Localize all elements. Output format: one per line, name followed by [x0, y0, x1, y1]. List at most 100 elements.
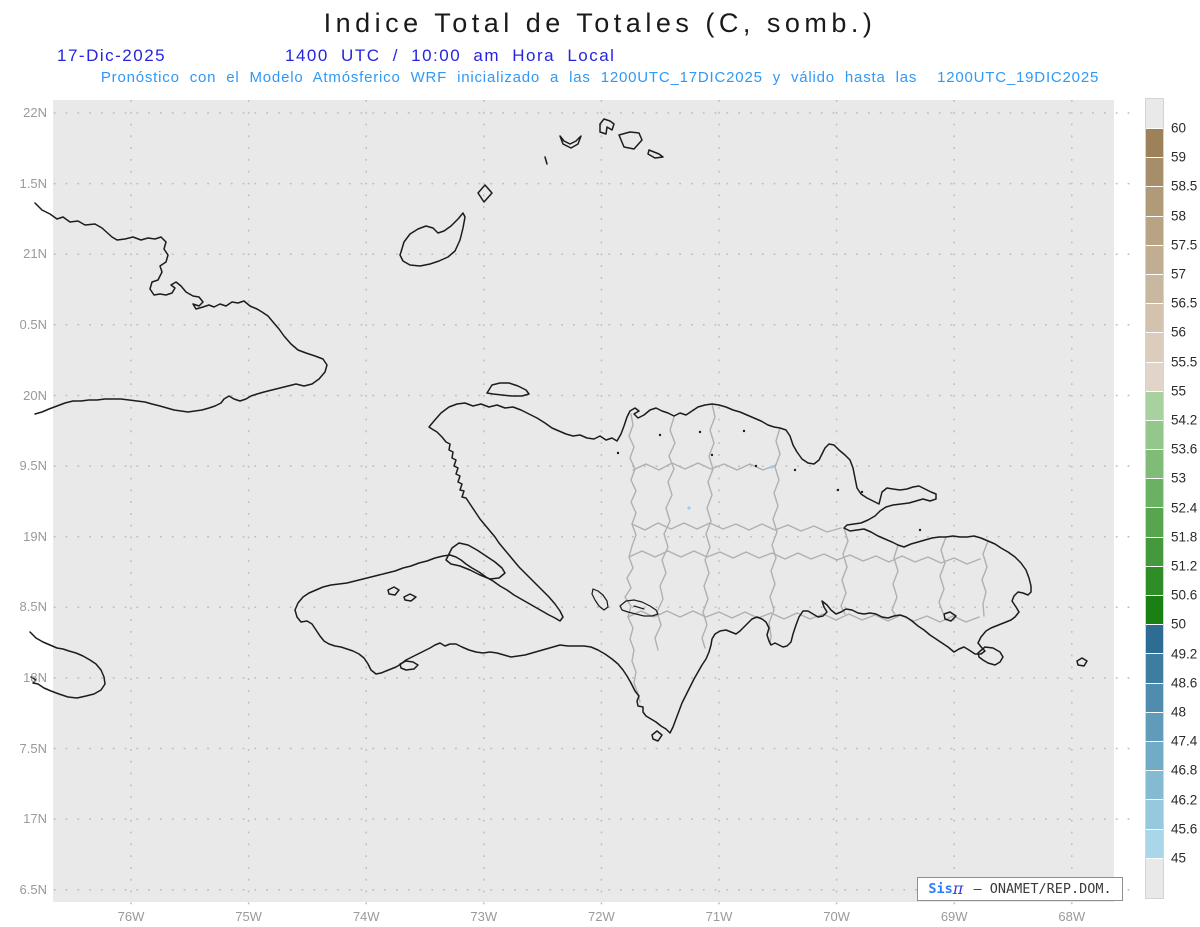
colorbar-tick-label: 51.8 [1171, 529, 1198, 545]
lon-label: 72W [588, 909, 615, 924]
lat-label: 1.5N [19, 175, 47, 191]
colorbar-segment [1146, 536, 1163, 566]
colorbar-segment [1146, 128, 1163, 158]
lake-saumatre [591, 588, 609, 611]
island-little-inagua [477, 184, 493, 203]
island-cayemites-2 [403, 593, 417, 602]
colorbar-segment [1146, 624, 1163, 654]
colorbar-tick-label: 53.6 [1171, 441, 1198, 457]
colorbar-segment [1146, 828, 1163, 858]
colorbar-tick-label: 49.2 [1171, 646, 1198, 662]
colorbar-segment [1146, 595, 1163, 625]
colorbar-segment [1146, 332, 1163, 362]
colorbar-tick-label: 54.2 [1171, 412, 1198, 428]
colorbar-tick-label: 48 [1171, 704, 1187, 720]
forecast-date: 17-Dic-2025 [57, 46, 167, 65]
lat-label: 18N [23, 669, 47, 685]
colorbar-segment [1146, 186, 1163, 216]
colorbar-segment [1146, 99, 1163, 128]
colorbar-segment [1146, 449, 1163, 479]
lon-label: 70W [823, 909, 850, 924]
island-mona [1076, 657, 1088, 667]
colorbar-segment [1146, 507, 1163, 537]
colorbar-tick-label: 46.8 [1171, 762, 1198, 778]
island-caicos-west [559, 135, 582, 149]
colorbar-tick-label: 45.6 [1171, 821, 1198, 837]
island-saona [977, 646, 1004, 666]
island-great-inagua [399, 212, 466, 267]
lat-label: 17N [23, 811, 47, 827]
colorbar-segment [1146, 244, 1163, 274]
model-domain-fill [53, 100, 1114, 902]
colorbar-tick-label: 48.6 [1171, 675, 1198, 691]
island-caicos-north [599, 118, 615, 135]
lon-label: 71W [705, 909, 733, 924]
colorbar-segment [1146, 740, 1163, 771]
colorbar-segment [1146, 157, 1163, 187]
colorbar-segment [1146, 565, 1163, 595]
lat-label: 9.5N [19, 458, 47, 474]
islet-dash [544, 156, 548, 165]
colorbar-tick-label: 56.5 [1171, 295, 1198, 311]
coastline-hispaniola [294, 402, 1032, 734]
colorbar-tick-label: 50 [1171, 616, 1187, 632]
lon-label: 68W [1058, 909, 1086, 924]
colorbar-segment [1146, 799, 1163, 829]
colorbar-tick-label: 47.4 [1171, 733, 1198, 749]
model-run-subtitle: Pronóstico con el Modelo Atmósferico WRF… [100, 69, 1100, 86]
lat-label: 21N [23, 246, 47, 262]
island-catalina [943, 611, 957, 622]
colorbar-tick-label: 58.5 [1171, 178, 1198, 194]
colorbar-tick-label: 45 [1171, 850, 1187, 866]
lon-label: 75W [235, 909, 262, 924]
colorbar-segment [1146, 478, 1163, 508]
colorbar-segment [1146, 390, 1163, 420]
island-beata [651, 730, 663, 742]
lat-label: 6.5N [19, 881, 47, 897]
haiti-dr-border [624, 413, 641, 703]
colorbar-tick-label: 50.6 [1171, 587, 1198, 603]
colorbar-tick-label: 60 [1171, 120, 1187, 136]
lon-label: 76W [117, 909, 145, 924]
colorbar [1145, 98, 1164, 899]
lake-enriquillo [619, 599, 659, 617]
attribution-text [965, 881, 973, 897]
attribution-org: – ONAMET/REP.DOM. [973, 881, 1112, 897]
attribution-box: Sis π – ONAMET/REP.DOM. [917, 877, 1123, 901]
map-specks [616, 429, 922, 532]
colorbar-tick-label: 52.4 [1171, 500, 1198, 516]
lat-label: 8.5N [19, 599, 47, 615]
lon-label: 73W [470, 909, 498, 924]
coastline-jamaica-tip [29, 631, 106, 699]
island-tortuga [486, 382, 530, 397]
colorbar-tick-label: 57.5 [1171, 237, 1198, 253]
colorbar-segment [1146, 682, 1163, 712]
lon-label: 74W [352, 909, 380, 924]
colorbar-tick-label: 58 [1171, 208, 1187, 224]
colorbar-tick-label: 55 [1171, 383, 1187, 399]
lat-label: 22N [23, 105, 47, 120]
attribution-brand: Sis [928, 881, 953, 897]
island-cayemites-1 [387, 586, 400, 596]
pi-logo-icon: π [952, 879, 964, 898]
lat-label: 7.5N [19, 740, 47, 756]
lat-label: 20N [23, 387, 47, 403]
colorbar-segment [1146, 215, 1163, 245]
colorbar-tick-label: 55.5 [1171, 354, 1198, 370]
lon-label: 69W [940, 909, 968, 924]
colorbar-tick-label: 59 [1171, 149, 1187, 165]
colorbar-segment [1146, 857, 1163, 898]
colorbar-tick-label: 53 [1171, 470, 1187, 486]
colorbar-segment [1146, 770, 1163, 800]
island-grand-turk [647, 149, 664, 159]
island-ile-a-vache [399, 660, 419, 671]
colorbar-segment [1146, 303, 1163, 333]
island-gonave [445, 542, 506, 580]
colorbar-tick-label: 46.2 [1171, 792, 1198, 808]
lake-enriquillo-islet [633, 605, 645, 610]
colorbar-segment [1146, 361, 1163, 391]
colorbar-segment [1146, 711, 1163, 741]
forecast-time: 1400 UTC / 10:00 am Hora Local [285, 46, 616, 65]
colorbar-segment [1146, 653, 1163, 683]
